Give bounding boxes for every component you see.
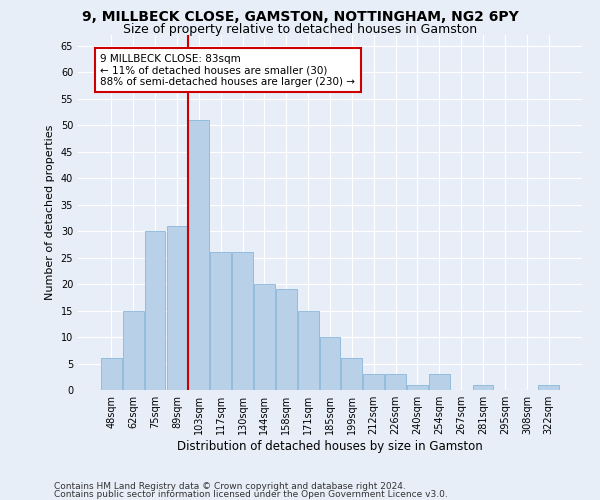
Bar	[188, 120, 209, 390]
Bar	[210, 252, 231, 390]
Bar	[341, 358, 362, 390]
Bar	[232, 252, 253, 390]
Bar	[320, 337, 340, 390]
Y-axis label: Number of detached properties: Number of detached properties	[45, 125, 55, 300]
Bar	[429, 374, 450, 390]
Bar	[101, 358, 122, 390]
Bar	[123, 310, 143, 390]
Bar	[276, 290, 296, 390]
Bar	[538, 384, 559, 390]
X-axis label: Distribution of detached houses by size in Gamston: Distribution of detached houses by size …	[177, 440, 483, 453]
Bar	[254, 284, 275, 390]
Text: Size of property relative to detached houses in Gamston: Size of property relative to detached ho…	[123, 22, 477, 36]
Bar	[385, 374, 406, 390]
Bar	[407, 384, 428, 390]
Bar	[364, 374, 384, 390]
Bar	[145, 231, 166, 390]
Bar	[167, 226, 187, 390]
Bar	[298, 310, 319, 390]
Bar	[473, 384, 493, 390]
Text: Contains public sector information licensed under the Open Government Licence v3: Contains public sector information licen…	[54, 490, 448, 499]
Text: 9, MILLBECK CLOSE, GAMSTON, NOTTINGHAM, NG2 6PY: 9, MILLBECK CLOSE, GAMSTON, NOTTINGHAM, …	[82, 10, 518, 24]
Text: Contains HM Land Registry data © Crown copyright and database right 2024.: Contains HM Land Registry data © Crown c…	[54, 482, 406, 491]
Text: 9 MILLBECK CLOSE: 83sqm
← 11% of detached houses are smaller (30)
88% of semi-de: 9 MILLBECK CLOSE: 83sqm ← 11% of detache…	[100, 54, 355, 86]
